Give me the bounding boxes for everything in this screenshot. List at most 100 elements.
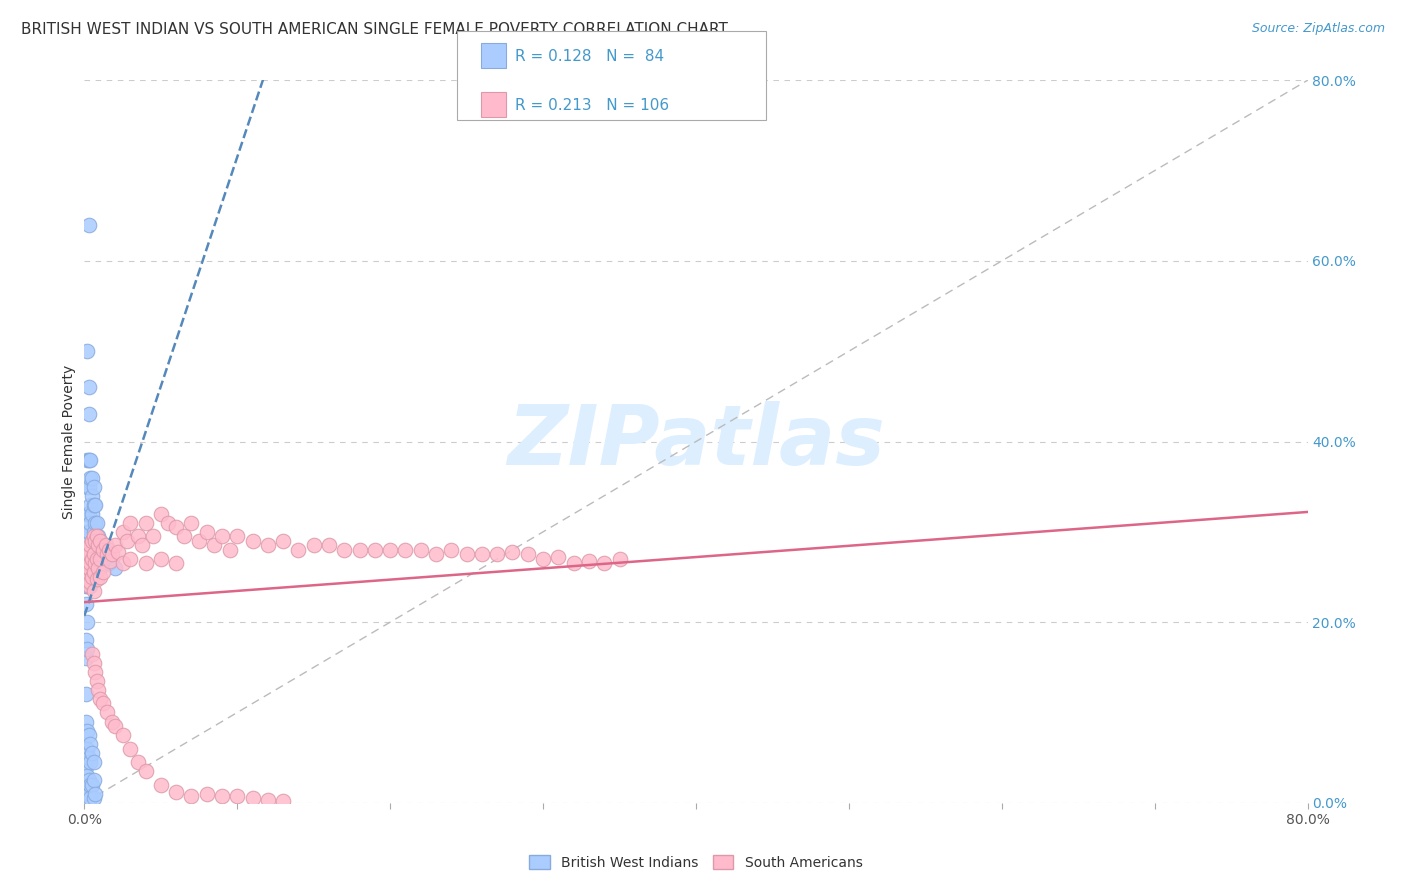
Point	[76, 452, 98, 467]
Point	[111, 524, 134, 539]
Point	[79, 579, 101, 593]
Point	[75, 651, 97, 665]
Point	[83, 583, 105, 598]
Point	[75, 633, 97, 648]
Point	[120, 552, 142, 566]
Point	[86, 529, 108, 543]
Point	[135, 516, 157, 530]
Point	[80, 552, 103, 566]
Point	[77, 561, 100, 575]
Point	[135, 764, 157, 779]
Point	[75, 687, 97, 701]
Point	[80, 570, 103, 584]
Point	[83, 755, 105, 769]
Point	[83, 524, 105, 539]
Point	[94, 538, 117, 552]
Point	[318, 538, 340, 552]
Point	[165, 520, 187, 534]
Point	[80, 746, 103, 760]
Text: R = 0.213   N = 106: R = 0.213 N = 106	[515, 98, 669, 113]
Point	[83, 542, 105, 557]
Point	[111, 557, 134, 571]
Point	[89, 533, 111, 548]
Point	[486, 548, 509, 562]
Point	[242, 533, 264, 548]
Point	[83, 566, 105, 580]
Point	[131, 538, 153, 552]
Point	[75, 579, 97, 593]
Point	[75, 760, 97, 774]
Point	[157, 516, 180, 530]
Point	[79, 498, 101, 512]
Point	[107, 545, 129, 559]
Point	[609, 552, 631, 566]
Point	[89, 552, 111, 566]
Point	[76, 344, 98, 359]
Point	[380, 542, 402, 557]
Point	[211, 529, 233, 543]
Point	[80, 570, 103, 584]
Point	[165, 785, 187, 799]
Point	[86, 552, 108, 566]
Point	[87, 561, 110, 575]
Point	[257, 793, 280, 807]
Point	[83, 498, 105, 512]
Point	[76, 615, 98, 630]
Point	[89, 692, 111, 706]
Point	[349, 542, 371, 557]
Point	[84, 538, 107, 552]
Point	[226, 789, 249, 803]
Point	[76, 507, 98, 521]
Point	[89, 561, 111, 575]
Point	[76, 542, 98, 557]
Point	[79, 538, 101, 552]
Point	[101, 552, 124, 566]
Point	[77, 750, 100, 764]
Text: R = 0.128   N =  84: R = 0.128 N = 84	[515, 49, 664, 64]
Point	[80, 489, 103, 503]
Point	[93, 557, 115, 571]
Point	[165, 557, 187, 571]
Point	[77, 507, 100, 521]
Point	[91, 542, 114, 557]
Point	[77, 524, 100, 539]
Point	[77, 548, 100, 562]
Point	[98, 554, 121, 568]
Point	[91, 542, 114, 557]
Point	[87, 682, 110, 697]
Point	[75, 597, 97, 611]
Point	[86, 673, 108, 688]
Point	[79, 561, 101, 575]
Point	[79, 574, 101, 589]
Point	[79, 557, 101, 571]
Point	[287, 542, 309, 557]
Point	[77, 408, 100, 422]
Point	[83, 773, 105, 788]
Point	[79, 791, 101, 805]
Point	[86, 533, 108, 548]
Point	[593, 557, 616, 571]
Point	[76, 570, 98, 584]
Point	[86, 552, 108, 566]
Point	[142, 529, 165, 543]
Point	[271, 794, 294, 808]
Point	[80, 778, 103, 792]
Point	[77, 452, 100, 467]
Point	[149, 552, 172, 566]
Point	[226, 529, 249, 543]
Point	[180, 516, 202, 530]
Point	[87, 538, 110, 552]
Point	[77, 728, 100, 742]
Point	[149, 507, 172, 521]
Point	[84, 665, 107, 679]
Point	[333, 542, 356, 557]
Point	[79, 778, 101, 792]
Y-axis label: Single Female Poverty: Single Female Poverty	[62, 365, 76, 518]
Point	[76, 723, 98, 738]
Point	[87, 548, 110, 562]
Point	[75, 552, 97, 566]
Point	[364, 542, 387, 557]
Point	[425, 548, 447, 562]
Point	[84, 516, 107, 530]
Point	[75, 561, 97, 575]
